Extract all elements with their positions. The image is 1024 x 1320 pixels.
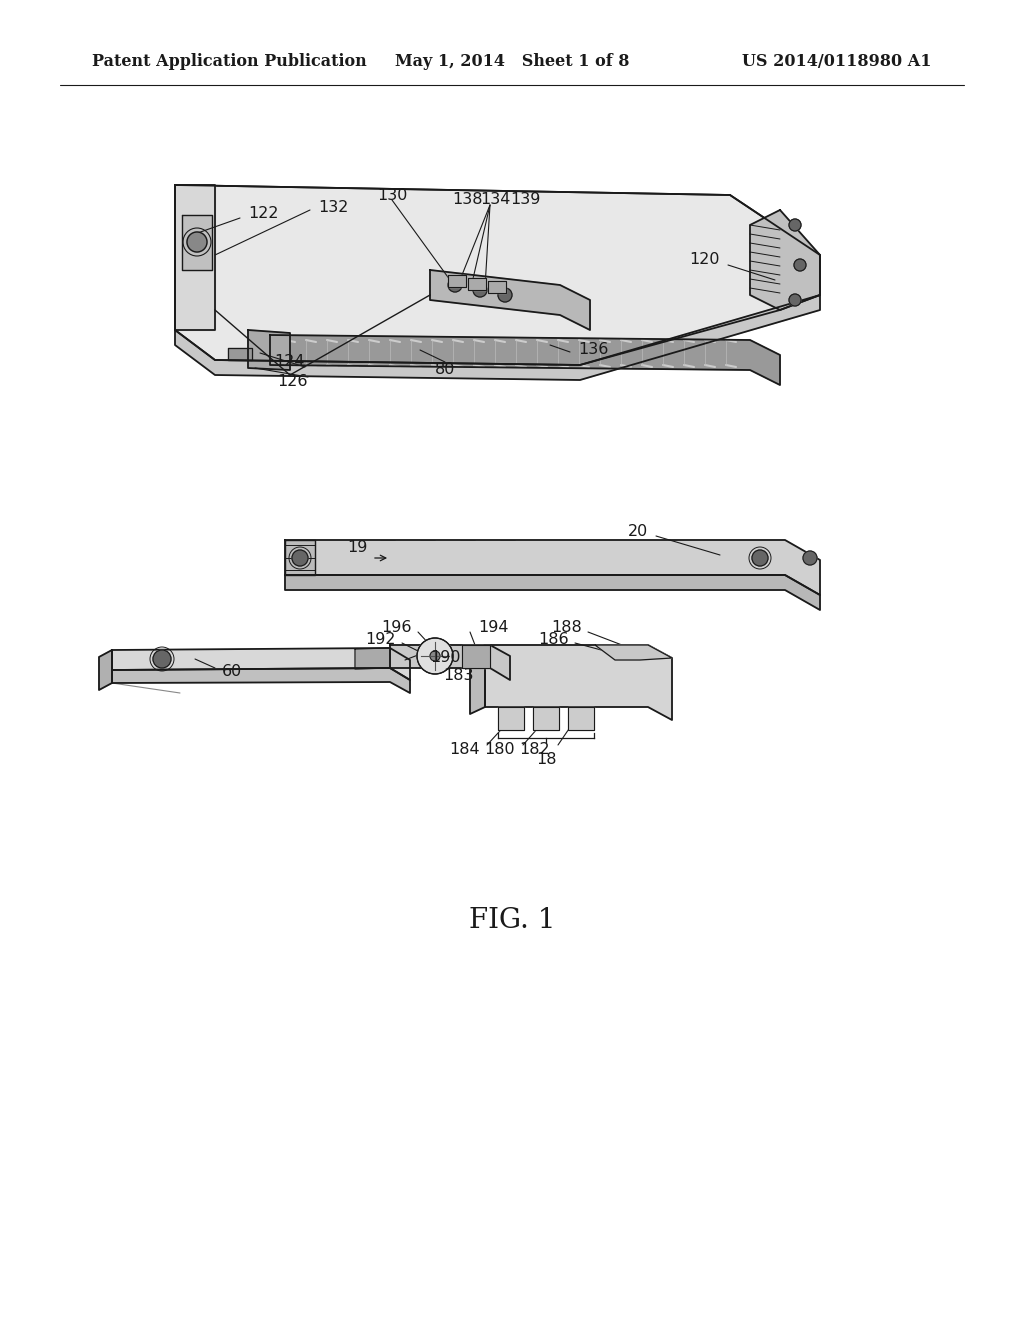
Text: US 2014/0118980 A1: US 2014/0118980 A1: [742, 53, 932, 70]
Polygon shape: [430, 271, 590, 330]
Polygon shape: [485, 645, 672, 719]
Text: 18: 18: [536, 752, 556, 767]
Text: 182: 182: [519, 742, 550, 758]
Polygon shape: [285, 540, 315, 576]
Polygon shape: [175, 185, 215, 330]
Circle shape: [153, 649, 171, 668]
Polygon shape: [99, 649, 112, 690]
Polygon shape: [468, 279, 486, 290]
Polygon shape: [595, 645, 672, 660]
Circle shape: [790, 294, 801, 306]
Text: 136: 136: [578, 342, 608, 358]
Polygon shape: [568, 708, 594, 730]
Text: 188: 188: [551, 620, 582, 635]
Text: 180: 180: [484, 742, 515, 758]
Polygon shape: [355, 648, 390, 669]
Polygon shape: [470, 645, 485, 714]
Circle shape: [752, 550, 768, 566]
Polygon shape: [285, 576, 820, 610]
Polygon shape: [285, 540, 820, 595]
Text: May 1, 2014   Sheet 1 of 8: May 1, 2014 Sheet 1 of 8: [394, 53, 630, 70]
Text: 190: 190: [430, 651, 461, 665]
Circle shape: [417, 638, 453, 675]
Text: 126: 126: [278, 375, 308, 389]
Polygon shape: [488, 281, 506, 293]
Text: FIG. 1: FIG. 1: [469, 907, 555, 933]
Polygon shape: [390, 645, 510, 680]
Circle shape: [292, 550, 308, 566]
Circle shape: [449, 279, 462, 292]
Text: 183: 183: [443, 668, 473, 682]
Text: 19: 19: [347, 540, 368, 556]
Text: 122: 122: [248, 206, 279, 220]
Polygon shape: [182, 215, 212, 271]
Text: Patent Application Publication: Patent Application Publication: [92, 53, 367, 70]
Text: 132: 132: [318, 199, 348, 214]
Polygon shape: [270, 335, 780, 385]
Text: 80: 80: [435, 363, 456, 378]
Polygon shape: [228, 348, 252, 360]
Text: 196: 196: [382, 620, 412, 635]
Polygon shape: [112, 648, 410, 680]
Polygon shape: [112, 668, 410, 693]
Circle shape: [430, 651, 440, 661]
Circle shape: [790, 219, 801, 231]
Polygon shape: [534, 708, 559, 730]
Text: 124: 124: [274, 355, 305, 370]
Text: 134: 134: [480, 193, 510, 207]
Circle shape: [187, 232, 207, 252]
Polygon shape: [248, 330, 290, 370]
Polygon shape: [498, 708, 524, 730]
Text: 194: 194: [478, 620, 509, 635]
Text: 120: 120: [689, 252, 720, 268]
Polygon shape: [175, 185, 820, 366]
Polygon shape: [175, 294, 820, 380]
Circle shape: [473, 282, 487, 297]
Circle shape: [794, 259, 806, 271]
Text: 192: 192: [366, 632, 396, 648]
Polygon shape: [449, 275, 466, 286]
Text: 186: 186: [539, 632, 569, 648]
Text: 138: 138: [452, 193, 482, 207]
Circle shape: [803, 550, 817, 565]
Text: 184: 184: [450, 742, 480, 758]
Polygon shape: [750, 210, 820, 310]
Text: 60: 60: [222, 664, 243, 680]
Polygon shape: [462, 645, 490, 668]
Circle shape: [498, 288, 512, 302]
Text: 139: 139: [510, 193, 541, 207]
Text: 130: 130: [377, 187, 408, 202]
Text: 20: 20: [628, 524, 648, 539]
